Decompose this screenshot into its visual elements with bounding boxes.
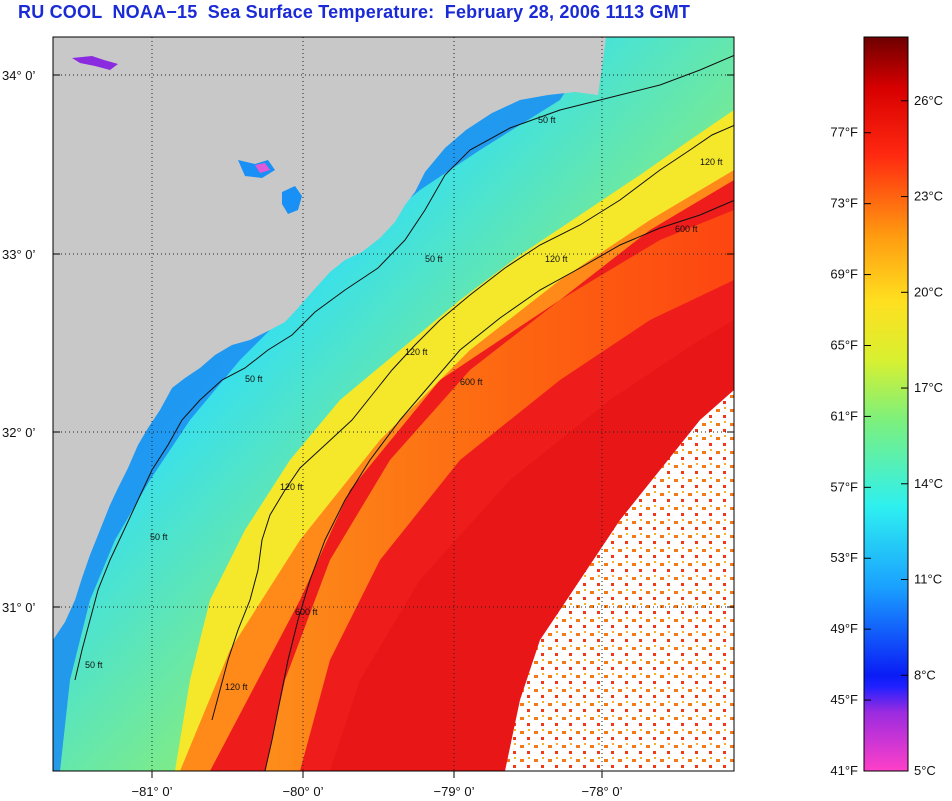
celsius-label: 14°C	[914, 476, 943, 491]
inland-lake	[255, 163, 270, 173]
celsius-label: 26°C	[914, 93, 943, 108]
graticule	[53, 37, 734, 771]
map-title: RU COOL NOAA−15 Sea Surface Temperature:…	[18, 2, 691, 22]
fahrenheit-label: 57°F	[830, 479, 858, 494]
latitude-label: 31° 0’	[2, 600, 36, 615]
celsius-label: 23°C	[914, 189, 943, 204]
contour-label: 50 ft	[245, 374, 263, 384]
contour-label: 50 ft	[150, 532, 168, 542]
fahrenheit-label: 69°F	[830, 267, 858, 282]
celsius-label: 17°C	[914, 380, 943, 395]
latitude-label: 33° 0’	[2, 247, 36, 262]
celsius-label: 11°C	[914, 572, 942, 587]
contour-label: 50 ft	[85, 660, 103, 670]
fahrenheit-label: 65°F	[830, 337, 858, 352]
map-frame	[52, 36, 735, 772]
fahrenheit-label: 53°F	[830, 550, 858, 565]
longitude-label: −78° 0’	[582, 784, 623, 799]
contour-label: 120 ft	[700, 157, 723, 167]
fahrenheit-label: 77°F	[830, 125, 858, 140]
latitude-label: 32° 0’	[2, 425, 36, 440]
contour-label: 600 ft	[295, 607, 318, 617]
longitude-label: −81° 0’	[132, 784, 173, 799]
contour-label: 120 ft	[405, 347, 428, 357]
contour-120ft	[211, 124, 734, 721]
colorbar-ticks	[864, 100, 908, 772]
contour-50ft	[74, 54, 734, 681]
inland-lake	[72, 56, 118, 70]
fahrenheit-label: 45°F	[830, 692, 858, 707]
fahrenheit-label: 41°F	[830, 763, 858, 778]
contour-label: 600 ft	[460, 377, 483, 387]
contour-label: 50 ft	[425, 254, 443, 264]
longitude-labels: −81° 0’ −80° 0’ −79° 0’ −78° 0’	[132, 784, 623, 799]
longitude-label: −80° 0’	[283, 784, 324, 799]
colorbar-labels: 77°F 73°F 69°F 65°F 61°F 57°F 53°F 49°F …	[830, 93, 943, 778]
colorbar	[863, 36, 909, 772]
cloud-no-data-area	[505, 390, 734, 771]
sst-map-image: 50 ft 50 ft 50 ft 50 ft 50 ft 120 ft 120…	[53, 37, 734, 771]
fahrenheit-label: 61°F	[830, 408, 858, 423]
latitude-labels: 34° 0’ 33° 0’ 32° 0’ 31° 0’	[2, 68, 36, 615]
celsius-label: 20°C	[914, 284, 943, 299]
contour-600ft	[264, 199, 734, 771]
longitude-label: −79° 0’	[434, 784, 475, 799]
gulf-stream-edge	[265, 210, 734, 771]
contour-label: 120 ft	[225, 682, 248, 692]
contour-label: 600 ft	[675, 224, 698, 234]
land	[53, 37, 606, 640]
celsius-label: 5°C	[914, 763, 936, 778]
contour-label-group: 50 ft 50 ft 50 ft 50 ft 50 ft 120 ft 120…	[85, 115, 723, 692]
latitude-label: 34° 0’	[2, 68, 36, 83]
inland-lake	[282, 186, 302, 214]
fahrenheit-label: 73°F	[830, 196, 858, 211]
contour-label: 120 ft	[280, 482, 303, 492]
celsius-label: 8°C	[914, 667, 936, 682]
axis-ticks	[53, 74, 734, 778]
contour-label: 50 ft	[538, 115, 556, 125]
fahrenheit-label: 49°F	[830, 621, 858, 636]
bathymetry-contours	[74, 54, 734, 771]
contour-label: 120 ft	[545, 254, 568, 264]
